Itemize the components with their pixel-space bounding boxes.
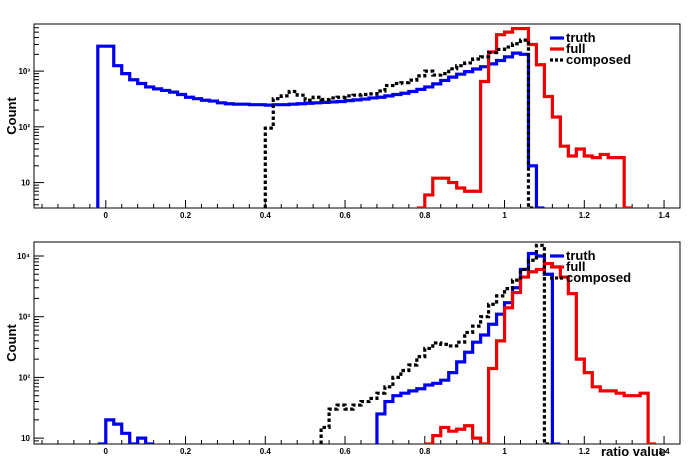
x-tick-label: 0.2 [180,447,192,456]
legend-label-truth: truth [566,248,596,263]
plot-frame [33,241,681,445]
x-tick-label: 0.6 [339,211,351,220]
x-tick-label: 0.4 [260,447,272,456]
x-tick-label: 1 [502,447,507,456]
series-truth-line [96,44,545,208]
plot-frame [33,23,681,209]
x-tick-label: 0.8 [419,211,431,220]
series-truth-line [375,251,561,444]
series-full-line [424,261,657,444]
y-axis-title: Count [4,324,19,362]
y-axis-title: Count [4,97,19,135]
series-composed-line [319,243,553,444]
y-tick-label: 10² [18,373,30,382]
legend-label-truth: truth [566,30,596,45]
bottom-histogram-panel: 0 0.2 0.4 0.6 0.8 1 1.2 1.4 10 10² 10³ 10⁴ Count rati… [4,241,681,459]
x-tick-label: 1.2 [579,447,591,456]
legend-label-full: full [566,41,586,56]
y-tick-label: 10² [18,123,30,132]
y-tick-label: 10⁴ [17,252,30,261]
y-tick-label: 10³ [18,67,30,76]
x-tick-label: 0 [104,211,109,220]
y-tick-label: 10 [21,179,30,188]
x-tick-label: 1.4 [658,211,670,220]
top-histogram-panel: 0 0.2 0.4 0.6 0.8 1 1.2 1.4 10 10² 10³ Count truthfu… [4,23,681,220]
series-composed-line [263,38,537,208]
y-tick-label: 10³ [18,313,30,322]
x-tick-label: 0.2 [180,211,192,220]
series-full-line [416,26,633,208]
x-tick-label: 1 [502,211,507,220]
legend-label-composed: composed [566,52,631,67]
y-tick-label: 10 [21,434,30,443]
x-tick-label: 0 [104,447,109,456]
x-tick-label: 1.4 [658,447,670,456]
x-tick-label: 0.4 [260,211,272,220]
series-truth-line [97,418,154,444]
legend-label-full: full [566,259,586,274]
x-tick-label: 0.8 [419,447,431,456]
x-axis-title: ratio value [601,444,666,459]
x-tick-label: 0.6 [339,447,351,456]
x-tick-label: 1.2 [579,211,591,220]
legend-label-composed: composed [566,270,631,285]
